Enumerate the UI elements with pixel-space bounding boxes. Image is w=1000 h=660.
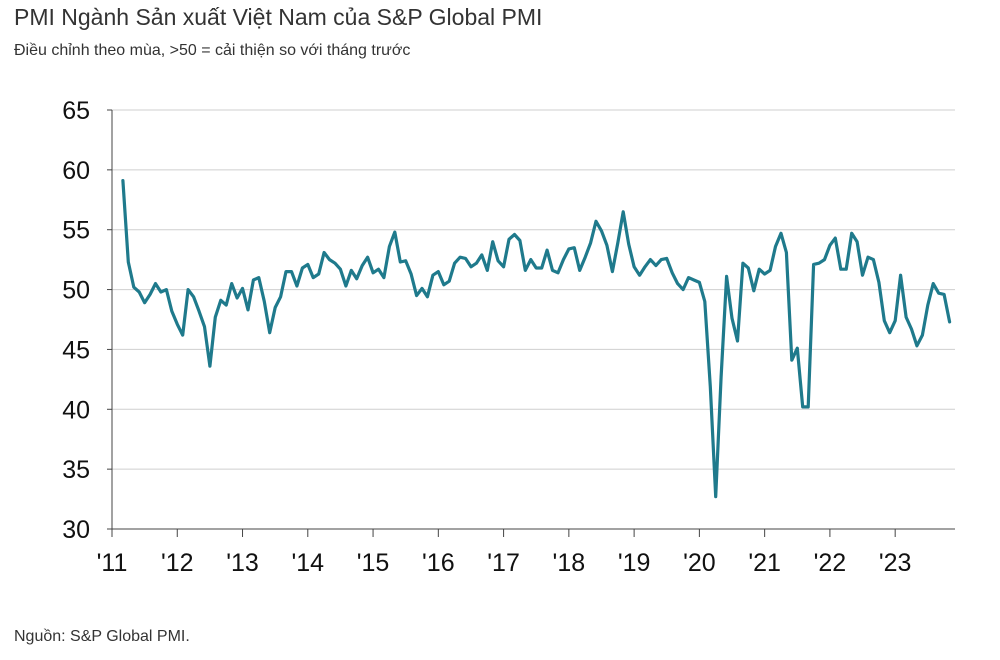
series-layer [121,179,952,499]
series-line-0 [121,179,952,499]
label-layer: 30 35 40 45 50 55 60 65 '11 '12 '13 '14 '15 '16 '17 '18… [62,97,911,577]
source-note: Nguồn: S&P Global PMI. [14,628,190,645]
chart-subtitle: Điều chỉnh theo mùa, >50 = cải thiện so … [14,42,411,59]
x-tick-label: '17 [487,549,520,577]
y-tick-label: 45 [62,336,90,364]
x-tick-label: '13 [226,549,259,577]
x-tick-label: '23 [879,549,912,577]
grid-layer [112,109,955,470]
x-tick-label: '20 [683,549,716,577]
x-tick-label: '22 [814,549,847,577]
x-tick-label: '19 [618,549,651,577]
x-tick-label: '18 [553,549,586,577]
y-tick-label: 50 [62,277,90,305]
y-tick-label: 65 [62,97,90,125]
y-tick-label: 30 [62,516,90,544]
x-tick-label: '14 [291,549,324,577]
x-tick-label: '15 [357,549,390,577]
y-tick-label: 60 [62,157,90,185]
y-tick-label: 35 [62,456,90,484]
x-tick-label: '11 [97,549,128,577]
y-tick-label: 55 [62,217,90,245]
x-tick-label: '12 [161,549,194,577]
x-tick-label: '16 [422,549,455,577]
chart-title: PMI Ngành Sản xuất Việt Nam của S&P Glob… [14,4,543,30]
y-tick-label: 40 [62,396,90,424]
axis-layer [107,109,955,537]
x-tick-label: '21 [748,549,781,577]
